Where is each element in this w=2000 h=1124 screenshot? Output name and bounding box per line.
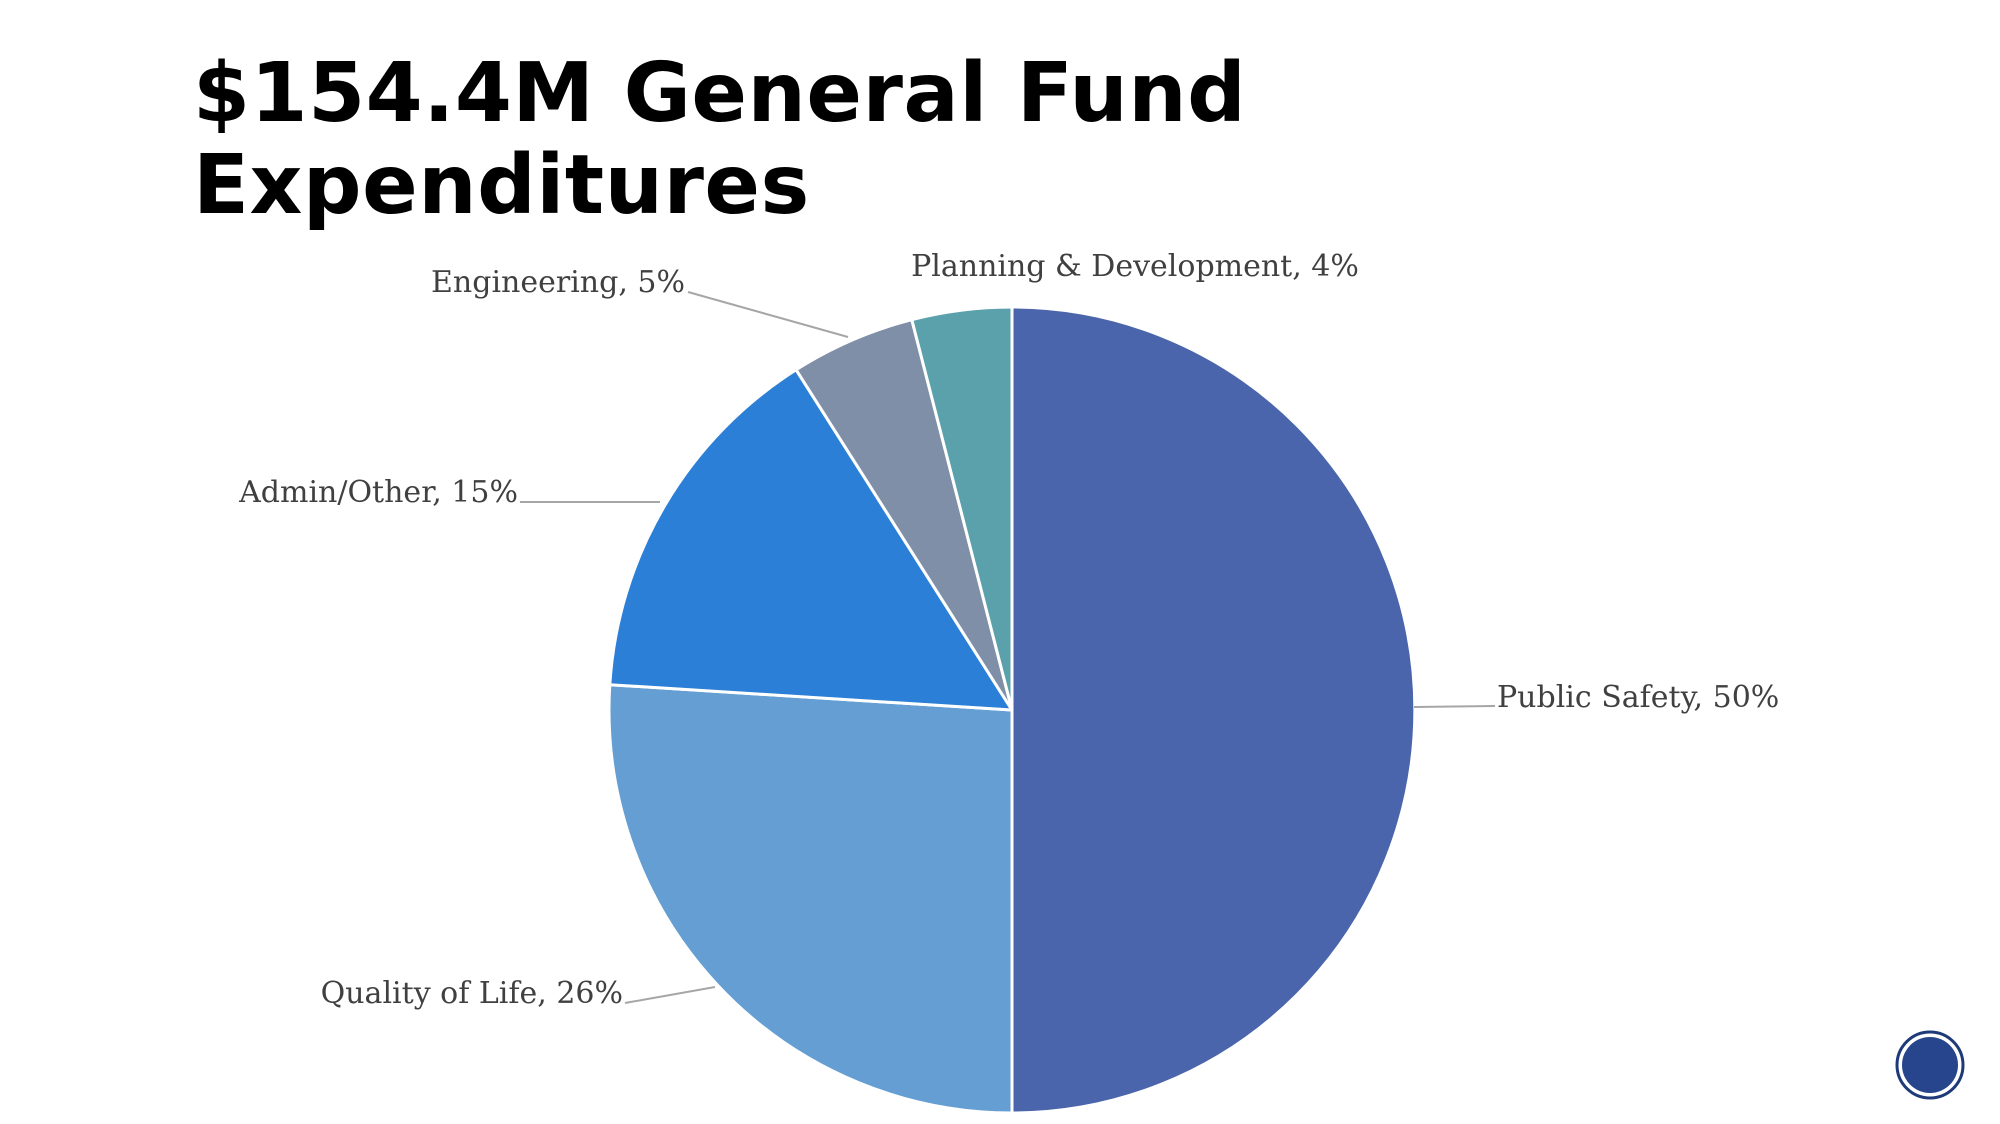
data-label-quality-of-life: Quality of Life, 26%: [321, 976, 623, 1011]
title-line-2: Expenditures: [193, 138, 810, 233]
title-line-1: $154.4M General Fund: [193, 46, 1247, 141]
data-label-planning-development: Planning & Development, 4%: [911, 249, 1359, 284]
pie-slice-planning-development: [910, 305, 1014, 712]
data-label-engineering: Engineering, 5%: [431, 265, 685, 300]
data-label-admin-other: Admin/Other, 15%: [238, 475, 518, 510]
leader-lines: [520, 291, 1496, 1004]
seal-logo-icon: [1895, 1030, 1965, 1100]
data-label-public-safety: Public Safety, 50%: [1497, 680, 1779, 715]
pie-slice-admin-other: [608, 368, 1014, 712]
data-labels: Public Safety, 50% Quality of Life, 26% …: [238, 249, 1779, 1011]
leader-line-engineering: [687, 291, 849, 338]
leader-line-public-safety: [1413, 705, 1496, 708]
pie-slice-public-safety: [1010, 305, 1417, 1115]
pie-slices: [607, 305, 1417, 1115]
leader-line-quality-of-life: [624, 986, 716, 1004]
slide-title: $154.4M General Fund Expenditures: [193, 48, 1693, 232]
pie-slice-quality-of-life: [607, 683, 1014, 1115]
